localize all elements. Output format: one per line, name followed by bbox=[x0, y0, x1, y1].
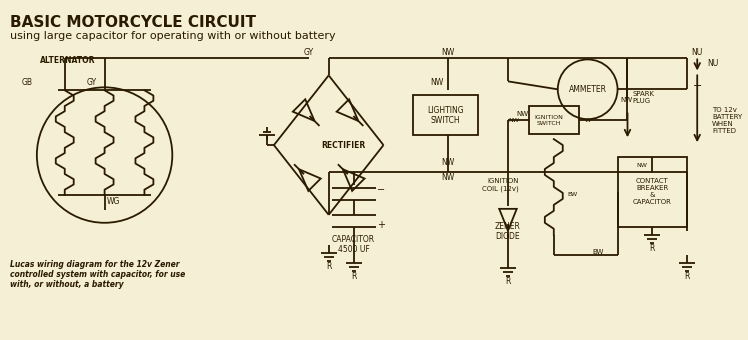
Text: +: + bbox=[378, 220, 385, 230]
Text: NW: NW bbox=[620, 97, 633, 103]
Bar bbox=[414, 95, 478, 135]
Text: NW: NW bbox=[637, 163, 648, 168]
Text: R: R bbox=[351, 272, 356, 281]
Text: GY: GY bbox=[304, 48, 314, 57]
Bar bbox=[529, 106, 579, 134]
Text: −: − bbox=[693, 81, 702, 91]
Text: NU: NU bbox=[692, 48, 703, 57]
Text: R: R bbox=[684, 272, 690, 281]
Text: Lucas wiring diagram for the 12v Zener
controlled system with capacitor, for use: Lucas wiring diagram for the 12v Zener c… bbox=[10, 260, 186, 289]
Text: AMMETER: AMMETER bbox=[568, 85, 607, 94]
Text: IGNITION
COIL (12v): IGNITION COIL (12v) bbox=[482, 178, 519, 192]
Text: NU: NU bbox=[707, 59, 718, 68]
Text: WG: WG bbox=[106, 198, 120, 206]
Text: NW: NW bbox=[508, 118, 519, 123]
Text: TO 12v
BATTERY
WHEN
FITTED: TO 12v BATTERY WHEN FITTED bbox=[712, 107, 743, 134]
Text: R: R bbox=[506, 277, 511, 286]
Text: R: R bbox=[650, 244, 655, 253]
Text: BASIC MOTORCYCLE CIRCUIT: BASIC MOTORCYCLE CIRCUIT bbox=[10, 15, 256, 30]
Bar bbox=[618, 157, 687, 227]
Text: ALTERNATOR: ALTERNATOR bbox=[40, 56, 95, 65]
Text: SPARK
PLUG: SPARK PLUG bbox=[633, 91, 654, 104]
Text: LIGHTING
SWITCH: LIGHTING SWITCH bbox=[427, 105, 464, 125]
Text: −: − bbox=[378, 185, 385, 195]
Text: RECTIFIER: RECTIFIER bbox=[322, 141, 366, 150]
Text: NW: NW bbox=[517, 111, 529, 117]
Text: NW: NW bbox=[441, 48, 455, 57]
Text: CAPACITOR: CAPACITOR bbox=[332, 235, 375, 244]
Text: ZENER
DIODE: ZENER DIODE bbox=[495, 222, 521, 241]
Text: BW: BW bbox=[592, 249, 604, 255]
Text: NW: NW bbox=[441, 173, 455, 183]
Text: W: W bbox=[585, 118, 591, 123]
Text: GY: GY bbox=[87, 78, 96, 87]
Text: NW: NW bbox=[430, 78, 444, 87]
Text: R: R bbox=[326, 262, 331, 271]
Text: CONTACT
BREAKER
&
CAPACITOR: CONTACT BREAKER & CAPACITOR bbox=[633, 178, 672, 205]
Text: NW: NW bbox=[441, 157, 455, 167]
Text: 4500 UF: 4500 UF bbox=[337, 245, 370, 254]
Text: GB: GB bbox=[22, 78, 33, 87]
Text: IGNITION
SWITCH: IGNITION SWITCH bbox=[534, 115, 563, 125]
Text: BW: BW bbox=[568, 192, 578, 198]
Text: using large capacitor for operating with or without battery: using large capacitor for operating with… bbox=[10, 31, 336, 40]
